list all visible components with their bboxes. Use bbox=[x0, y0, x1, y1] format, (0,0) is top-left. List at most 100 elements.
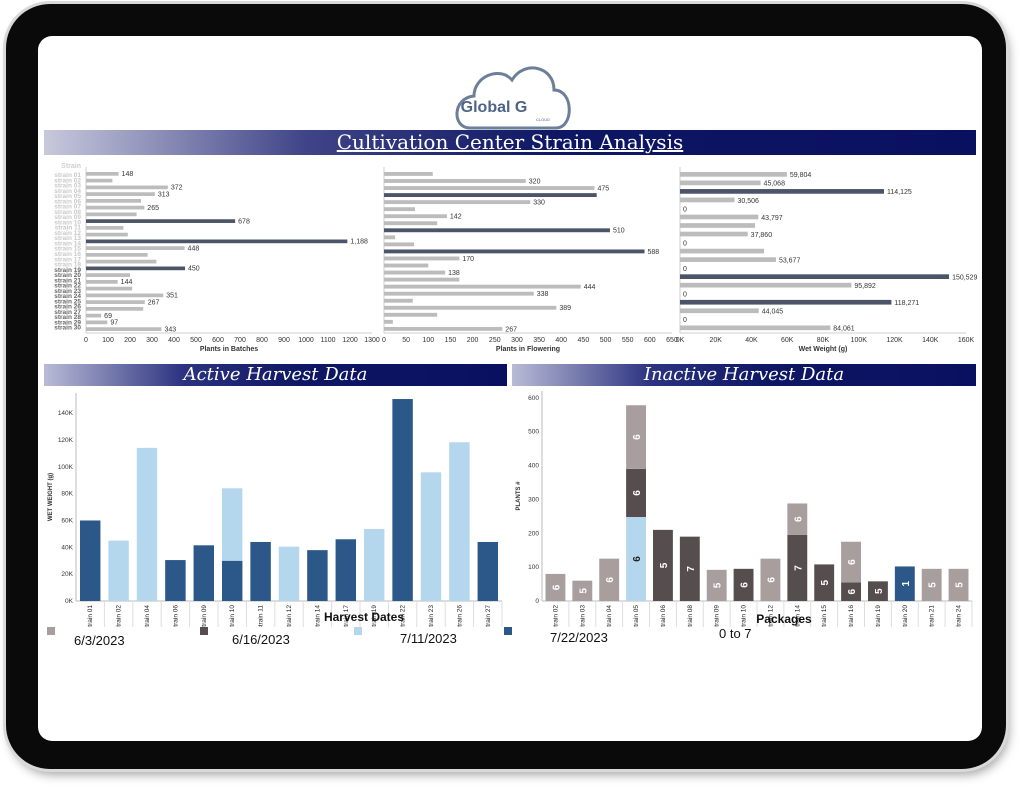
strain-tick-label: strain 01 bbox=[54, 172, 81, 179]
x-axis-title: Packages bbox=[756, 612, 812, 626]
strain-bar bbox=[384, 249, 645, 254]
x-tick-label: strain 22 bbox=[400, 605, 407, 627]
bar-value-label: 30,506 bbox=[738, 198, 760, 205]
package-count-label: 5 bbox=[578, 588, 589, 594]
x-tick-label: strain 19 bbox=[371, 605, 378, 627]
x-tick-label: 600 bbox=[644, 337, 656, 344]
strain-bar bbox=[86, 185, 168, 190]
package-bar bbox=[679, 536, 700, 601]
strain-bar bbox=[384, 207, 416, 212]
strain-tick-label: strain 09 bbox=[54, 214, 81, 221]
y-tick-label: 40K bbox=[61, 544, 73, 551]
bar-value-label: 444 bbox=[584, 284, 596, 291]
strain-bar bbox=[384, 193, 597, 198]
y-tick-label: 120K bbox=[58, 437, 74, 444]
x-tick-label: 50 bbox=[402, 337, 410, 344]
x-tick-label: strain 01 bbox=[87, 605, 94, 627]
strain-bar bbox=[384, 305, 557, 310]
legend-swatch-1 bbox=[47, 627, 55, 635]
y-tick-label: 60K bbox=[61, 517, 73, 524]
package-count-label: 6 bbox=[793, 516, 804, 522]
harvest-bar bbox=[449, 442, 470, 601]
active-harvest-title: Active Harvest Data bbox=[183, 364, 368, 385]
package-count-label: 5 bbox=[820, 579, 831, 585]
strain-bar bbox=[680, 257, 776, 262]
strain-bar bbox=[86, 320, 108, 325]
y-tick-label: 140K bbox=[58, 410, 74, 417]
strain-tick-label: strain 15 bbox=[54, 246, 81, 253]
x-tick-label: 550 bbox=[622, 337, 634, 344]
x-tick-label: 100 bbox=[102, 337, 114, 344]
bar-value-label: 170 bbox=[462, 256, 474, 263]
x-tick-label: strain 12 bbox=[286, 605, 293, 627]
strain-axis-header: Strain bbox=[61, 163, 81, 170]
x-tick-label: strain 27 bbox=[485, 605, 492, 627]
package-bar bbox=[787, 503, 808, 535]
x-tick-label: strain 17 bbox=[343, 605, 350, 627]
bar-value-label: 44,045 bbox=[762, 309, 784, 316]
y-tick-label: 0K bbox=[65, 598, 74, 605]
x-tick-label: 400 bbox=[555, 337, 567, 344]
x-tick-label: 100K bbox=[851, 337, 868, 344]
strain-bar bbox=[384, 298, 413, 303]
strain-bar bbox=[384, 221, 438, 226]
strain-tick-label: strain 28 bbox=[54, 314, 81, 321]
dashboard-screen: Global G CLOUD Cultivation Center Strain… bbox=[38, 36, 982, 741]
page-title: Cultivation Center Strain Analysis bbox=[336, 130, 684, 154]
harvest-bar bbox=[420, 472, 442, 601]
strain-bar bbox=[86, 293, 164, 298]
x-tick-label: 1300 bbox=[364, 337, 380, 344]
strain-tick-label: strain 08 bbox=[54, 209, 81, 216]
y-tick-label: 400 bbox=[528, 463, 539, 470]
panel-x-label: Plants in Flowering bbox=[496, 346, 560, 353]
bar-value-label: 118,271 bbox=[894, 300, 919, 307]
strain-tick-label: strain 22 bbox=[54, 283, 81, 290]
x-tick-label: strain 02 bbox=[552, 605, 559, 627]
x-tick-label: 600 bbox=[212, 337, 224, 344]
x-tick-label: strain 09 bbox=[714, 605, 721, 627]
strain-bar bbox=[86, 273, 130, 277]
x-tick-label: 1200 bbox=[342, 337, 358, 344]
strain-bar bbox=[384, 319, 393, 324]
harvest-bar bbox=[136, 447, 158, 601]
strain-bar bbox=[384, 326, 503, 331]
strain-tick-label: strain 20 bbox=[54, 272, 81, 279]
x-tick-label: 40K bbox=[745, 337, 758, 344]
x-tick-label: 20K bbox=[710, 337, 723, 344]
x-tick-label: strain 24 bbox=[956, 605, 963, 627]
package-bar bbox=[599, 558, 620, 601]
legend-label-1: 6/3/2023 bbox=[74, 633, 125, 648]
strain-bar bbox=[86, 327, 162, 331]
x-tick-label: strain 09 bbox=[201, 605, 208, 627]
bar-value-label: 43,797 bbox=[761, 215, 783, 222]
strain-bar bbox=[680, 325, 831, 331]
bar-value-label: 338 bbox=[537, 291, 549, 298]
y-tick-label: 0 bbox=[535, 598, 539, 605]
harvest-bar bbox=[335, 539, 357, 601]
package-count-label: 6 bbox=[740, 582, 751, 588]
x-tick-label: strain 06 bbox=[660, 605, 667, 627]
strain-bar bbox=[384, 179, 526, 183]
inactive-harvest-banner: Inactive Harvest Data bbox=[512, 364, 976, 386]
harvest-bar bbox=[221, 560, 243, 601]
bar-value-label: 0 bbox=[683, 266, 687, 273]
x-tick-label: strain 14 bbox=[314, 605, 321, 627]
bar-value-label: 114,125 bbox=[887, 189, 912, 196]
x-tick-label: 60K bbox=[781, 337, 794, 344]
x-tick-label: strain 10 bbox=[741, 605, 748, 627]
x-tick-label: 0 bbox=[84, 337, 88, 344]
strain-tick-label: strain 24 bbox=[54, 293, 81, 300]
package-bar bbox=[572, 580, 593, 601]
package-bar bbox=[626, 405, 647, 469]
package-bar bbox=[652, 529, 673, 601]
x-tick-label: 150 bbox=[445, 337, 457, 344]
x-tick-label: 300 bbox=[146, 337, 158, 344]
strain-bar bbox=[86, 246, 185, 250]
package-bar bbox=[921, 568, 942, 601]
harvest-bar bbox=[193, 545, 215, 601]
x-tick-label: strain 08 bbox=[687, 605, 694, 627]
strain-bar bbox=[384, 235, 396, 240]
bar-value-label: 448 bbox=[188, 245, 200, 252]
strain-tick-label: strain 11 bbox=[55, 225, 82, 232]
